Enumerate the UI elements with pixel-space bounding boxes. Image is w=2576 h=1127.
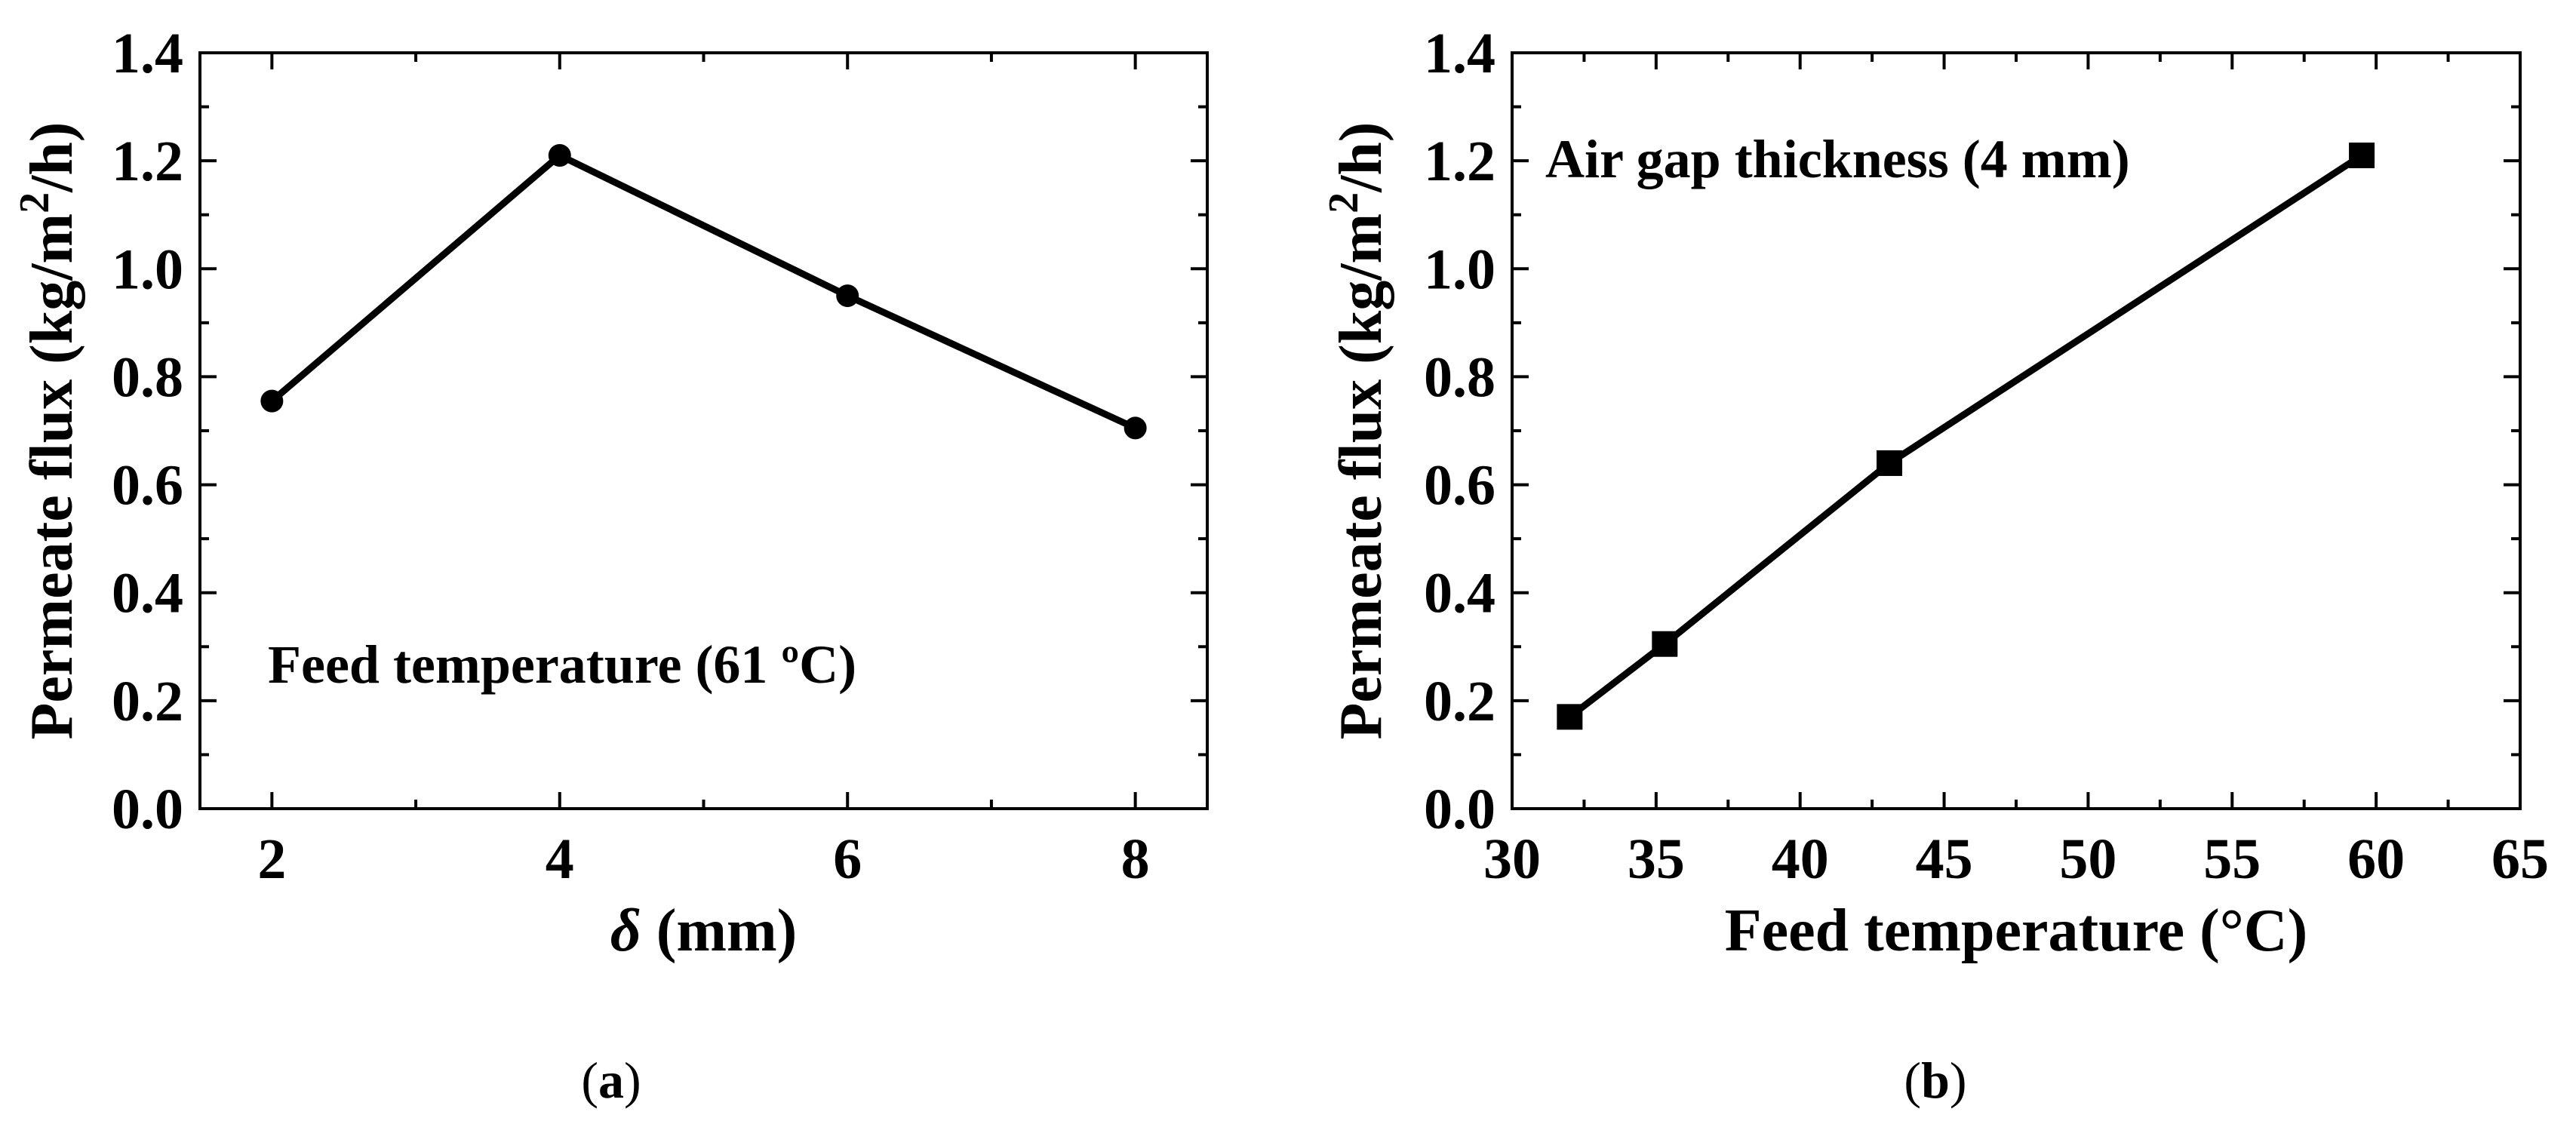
- caption_letter: b: [1921, 1052, 1950, 1109]
- y-tick-label: 0.6: [112, 454, 183, 517]
- y-tick-label: 1.4: [1424, 22, 1495, 85]
- chart-panel-a: 0.0 0.2 0.4 0.6 0.8 1.0 1.2 1.4 2 4 6 8 Permeate flu…: [11, 22, 1209, 1109]
- y-tick-label: 0.2: [1424, 670, 1495, 733]
- y-tick-label: 0.4: [1424, 562, 1495, 625]
- panel-caption: (b): [1904, 1052, 1966, 1109]
- chart-panel-b: 0.0 0.2 0.4 0.6 0.8 1.0 1.2 1.4 30 35 40 45 50 55 60 65…: [1320, 22, 2549, 1109]
- x-tick-label: 65: [2491, 828, 2549, 891]
- x-tick-label: 60: [2347, 828, 2405, 891]
- y-tick-label: 1.4: [112, 22, 183, 85]
- y-tick-label: 1.2: [112, 130, 183, 193]
- data-point: [1124, 416, 1147, 440]
- data-point: [836, 284, 859, 308]
- caption_close: ): [1950, 1052, 1967, 1109]
- data-point: [1557, 704, 1583, 730]
- x-tick-label: 35: [1628, 828, 1685, 891]
- ylabel_pre: Permeate flux (kg/m: [19, 213, 85, 740]
- xlabel_rest: (mm): [641, 898, 798, 964]
- y-tick-label: 0.0: [112, 778, 183, 841]
- series-line: [1567, 152, 2364, 720]
- y-axis-label: Permeate flux (kg/m2/h): [1320, 122, 1394, 740]
- xlabel: Feed temperature (°C): [1725, 898, 2307, 964]
- x-tick-label: 8: [1121, 828, 1150, 891]
- y-tick-label: 0.6: [1424, 454, 1495, 517]
- caption_open: (: [1904, 1052, 1921, 1109]
- x-tick-label: 6: [833, 828, 862, 891]
- y-tick-label: 1.0: [1424, 238, 1495, 301]
- y-axis-label: Permeate flux (kg/m2/h): [11, 122, 85, 740]
- ylabel_sup: 2: [11, 192, 58, 213]
- y-tick-label: 0.8: [1424, 345, 1495, 409]
- data-point: [1877, 450, 1903, 476]
- data-point: [2349, 142, 2375, 168]
- y-tick-label: 0.2: [112, 670, 183, 733]
- xlabel_symbol: δ: [610, 898, 641, 964]
- data-point: [260, 389, 284, 413]
- panel-caption: (a): [581, 1052, 641, 1109]
- caption_close: ): [624, 1052, 641, 1109]
- data-point: [548, 143, 571, 167]
- x-tick-label: 45: [1916, 828, 1973, 891]
- y-tick-label: 0.8: [112, 345, 183, 409]
- caption_open: (: [581, 1052, 598, 1109]
- ylabel_post: /h): [1328, 122, 1394, 193]
- y-tick-label: 1.0: [112, 238, 183, 301]
- y-tick-label: 0.0: [1424, 778, 1495, 841]
- x-tick-label: 40: [1772, 828, 1829, 891]
- y-tick-label: 1.2: [1424, 130, 1495, 193]
- y-tick-label: 0.4: [112, 562, 183, 625]
- x-tick-label: 55: [2203, 828, 2261, 891]
- x-tick-label: 4: [546, 828, 574, 891]
- x-tick-label: 50: [2059, 828, 2116, 891]
- annotation-text: Air gap thickness (4 mm): [1545, 129, 2130, 189]
- caption_letter: a: [598, 1052, 624, 1109]
- data-point: [1652, 631, 1678, 657]
- x-axis-label: δ (mm): [610, 898, 798, 964]
- x-tick-label: 2: [257, 828, 286, 891]
- ylabel_post: /h): [19, 122, 85, 193]
- ylabel_sup: 2: [1320, 192, 1367, 213]
- series-line: [269, 152, 1137, 431]
- ylabel_pre: Permeate flux (kg/m: [1328, 213, 1394, 740]
- x-tick-label: 30: [1483, 828, 1541, 891]
- annotation-text: Feed temperature (61 ºC): [268, 634, 856, 695]
- x-axis-label: Feed temperature (°C): [1725, 898, 2307, 964]
